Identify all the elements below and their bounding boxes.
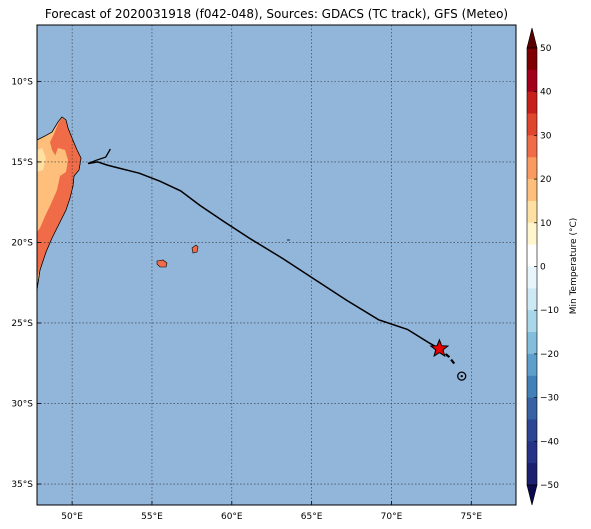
- x-tick-label: 60°E: [221, 512, 243, 522]
- x-tick-label: 70°E: [381, 512, 403, 522]
- colorbar-tick-label: −40: [540, 437, 559, 447]
- colorbar-segment: [527, 288, 537, 311]
- colorbar-segment: [527, 266, 537, 289]
- map-frame: [36, 24, 517, 506]
- colorbar-segment: [527, 69, 537, 93]
- storm-current-position-star: [429, 338, 450, 358]
- colorbar-tick-label: −30: [540, 394, 559, 404]
- storm-forecast-position-circle: [457, 371, 467, 381]
- colorbar-segment: [527, 48, 537, 71]
- y-tick-label: 15°S: [11, 158, 33, 168]
- y-tick-label: 20°S: [11, 238, 33, 248]
- colorbar-segment: [527, 179, 537, 202]
- y-tick-label: 35°S: [11, 480, 33, 490]
- colorbar-segment: [527, 200, 537, 224]
- temperature-colorbar: [526, 27, 538, 506]
- x-tick-label: 55°E: [141, 512, 163, 522]
- colorbar-tick-label: −20: [540, 350, 559, 360]
- map-title: Forecast of 2020031918 (f042-048), Sourc…: [44, 7, 509, 21]
- colorbar-tick-label: 0: [540, 263, 546, 273]
- storm-track-past: [87, 161, 440, 350]
- colorbar-extend-min: [526, 484, 538, 506]
- colorbar-segment: [527, 91, 537, 114]
- colorbar-segment: [527, 397, 537, 420]
- colorbar-tick-label: 20: [540, 175, 552, 185]
- y-tick-label: 25°S: [11, 319, 33, 329]
- colorbar-segment: [527, 244, 537, 267]
- reunion-island: [156, 259, 168, 268]
- y-tick-label: 30°S: [11, 400, 33, 410]
- colorbar-segment: [527, 222, 537, 246]
- colorbar-segment: [527, 353, 537, 377]
- x-tick-label: 65°E: [301, 512, 323, 522]
- colorbar-segment: [527, 441, 537, 464]
- x-tick-label: 75°E: [460, 512, 482, 522]
- storm-forecast-position-dot: [460, 374, 463, 378]
- y-tick-label: 10°S: [11, 77, 33, 87]
- colorbar-tick-label: 40: [540, 88, 552, 98]
- colorbar-segment: [527, 463, 537, 486]
- colorbar-segment: [527, 157, 537, 180]
- colorbar-segment: [527, 135, 537, 158]
- ocean-area: [37, 25, 516, 505]
- colorbar-tick-label: 50: [540, 44, 552, 54]
- colorbar-segment: [527, 419, 537, 442]
- colorbar-extend-max: [526, 27, 538, 49]
- colorbar-segment: [527, 310, 537, 333]
- colorbar-label: Min Temperature (°C): [569, 218, 579, 315]
- colorbar-segment: [527, 375, 537, 398]
- colorbar-tick-label: −50: [540, 481, 559, 491]
- colorbar-tick-label: 10: [540, 219, 552, 229]
- colorbar-tick-label: −10: [540, 306, 559, 316]
- colorbar-segment: [527, 332, 537, 355]
- x-tick-label: 50°E: [61, 512, 83, 522]
- colorbar-segment: [527, 113, 537, 136]
- colorbar-tick-label: 30: [540, 131, 552, 141]
- map-gridlines: [37, 25, 516, 505]
- mauritius-island: [191, 244, 199, 254]
- storm-track-origin: [87, 148, 111, 165]
